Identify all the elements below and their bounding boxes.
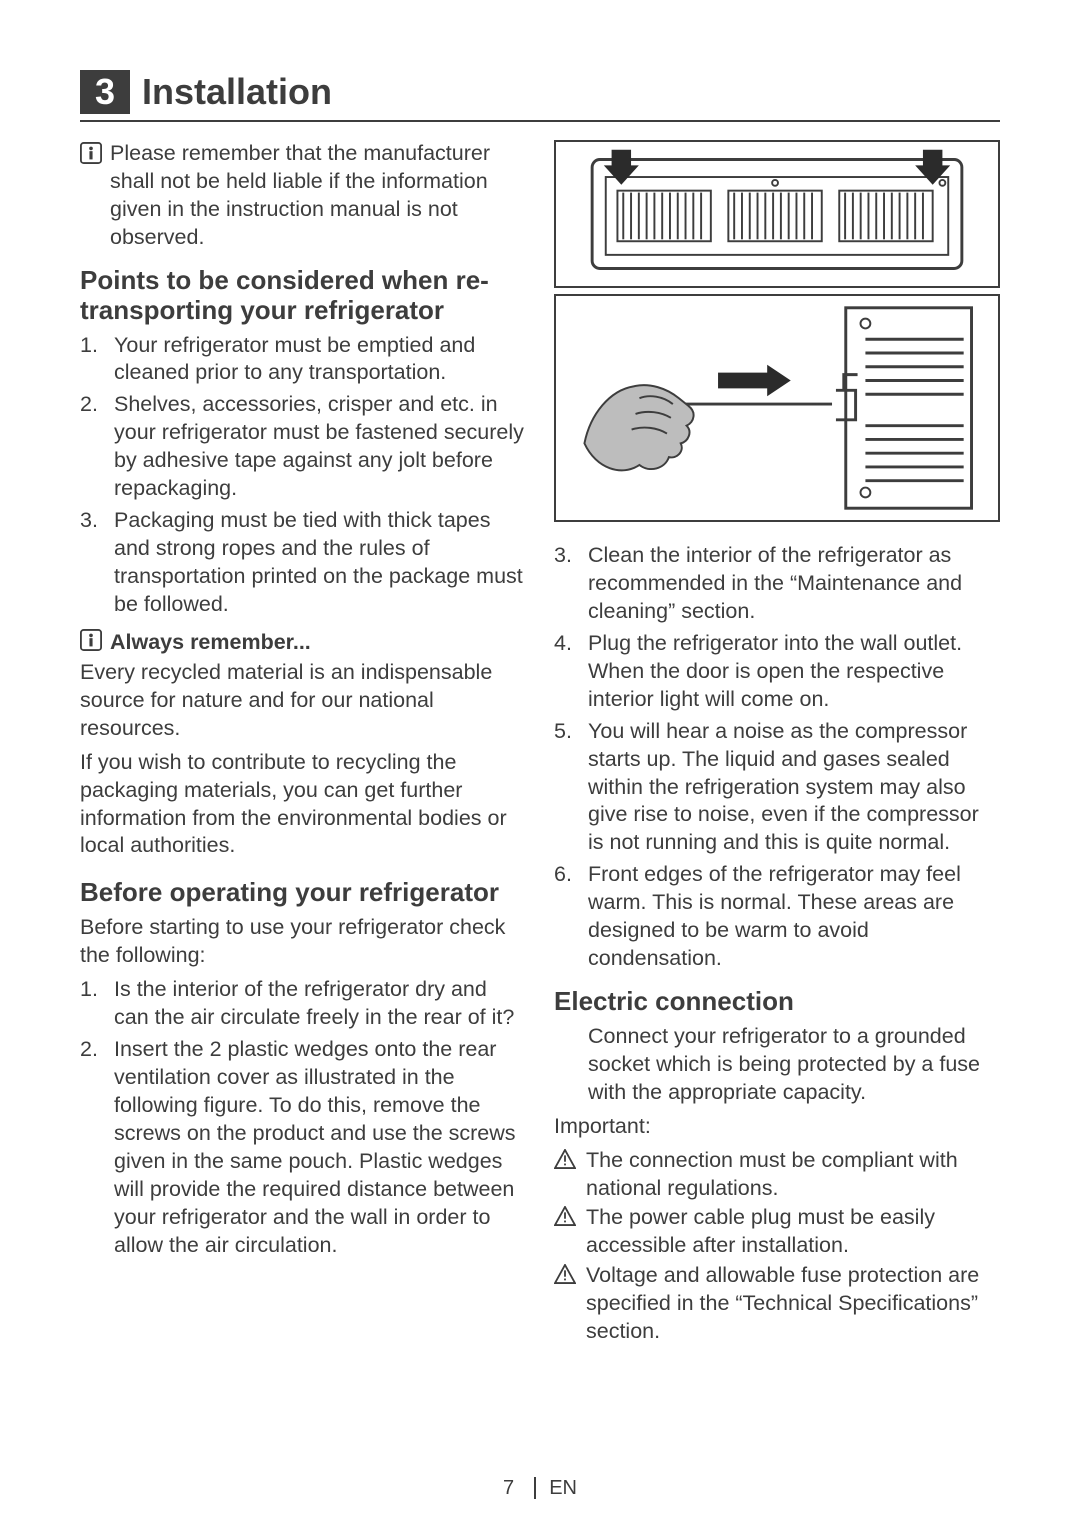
warning-text: The connection must be compliant with na… [586,1147,1000,1203]
right-column: Clean the interior of the refrigerator a… [554,140,1000,1348]
footer-divider [534,1477,536,1499]
warning-text: The power cable plug must be easily acce… [586,1204,1000,1260]
list-item: Clean the interior of the refrigerator a… [554,542,1000,626]
section-heading-before: Before operating your refrigerator [80,878,526,908]
list-item: Front edges of the refrigerator may feel… [554,861,1000,973]
always-remember-label: Always remember... [110,629,311,657]
left-column: Please remember that the manufacturer sh… [80,140,526,1348]
intro-info-note: Please remember that the manufacturer sh… [80,140,526,252]
warning-item: The connection must be compliant with na… [554,1147,1000,1203]
warning-triangle-icon [554,1206,578,1234]
list-item: Is the interior of the refrigerator dry … [80,976,526,1032]
figure-hand-screwdriver [554,294,1000,522]
before-list-left: Is the interior of the refrigerator dry … [80,976,526,1259]
section-heading-electric: Electric connection [554,985,1000,1019]
warning-item: Voltage and allowable fuse protection ar… [554,1262,1000,1346]
page-footer: 7 EN [0,1477,1080,1500]
two-column-layout: Please remember that the manufacturer sh… [80,140,1000,1348]
always-remember-p1: Every recycled material is an indispensa… [80,659,526,743]
before-list-right: Clean the interior of the refrigerator a… [554,542,1000,973]
intro-note-text: Please remember that the manufacturer sh… [110,140,526,252]
section-heading-points: Points to be considered when re-transpor… [80,266,526,326]
before-intro: Before starting to use your refrigerator… [80,914,526,970]
info-icon [80,629,102,659]
list-item: Packaging must be tied with thick tapes … [80,507,526,619]
page-number: 7 [503,1477,514,1499]
important-label: Important: [554,1113,1000,1141]
chapter-header: 3 Installation [80,70,1000,122]
list-item: Your refrigerator must be emptied and cl… [80,332,526,388]
list-item: You will hear a noise as the compressor … [554,718,1000,858]
list-item: Shelves, accessories, crisper and etc. i… [80,391,526,503]
list-item: Plug the refrigerator into the wall outl… [554,630,1000,714]
chapter-number: 3 [95,71,115,113]
figure-rear-panel-top [554,140,1000,288]
figures-block [554,140,1000,522]
info-icon [80,142,102,172]
electric-intro: Connect your refrigerator to a grounded … [554,1023,1000,1107]
warning-text: Voltage and allowable fuse protection ar… [586,1262,1000,1346]
points-list: Your refrigerator must be emptied and cl… [80,332,526,619]
page-lang: EN [549,1477,577,1499]
chapter-title: Installation [142,71,332,113]
warning-item: The power cable plug must be easily acce… [554,1204,1000,1260]
warning-triangle-icon [554,1149,578,1177]
always-remember-p2: If you wish to contribute to recycling t… [80,749,526,861]
chapter-number-box: 3 [80,70,130,114]
always-remember-line: Always remember... [80,627,526,659]
warning-triangle-icon [554,1264,578,1292]
list-item: Insert the 2 plastic wedges onto the rea… [80,1036,526,1260]
